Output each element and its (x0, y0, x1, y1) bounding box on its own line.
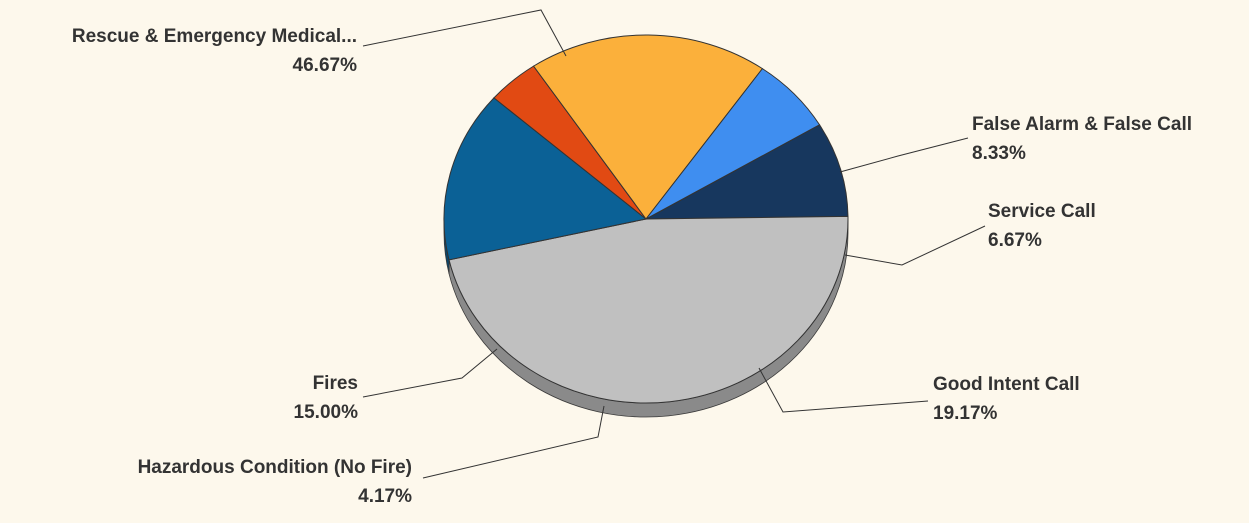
slice-percent-false-alarm-false-call: 8.33% (972, 143, 1026, 164)
slice-percent-rescue-emergency-medical: 46.67% (293, 55, 358, 76)
leader-lines (362, 9, 986, 479)
slice-label-good-intent-call: Good Intent Call (933, 374, 1080, 395)
pie-slice-false-alarm-false-call (645, 124, 849, 220)
leader-line-hazardous-condition-no-fire (422, 405, 605, 479)
leader-line-false-alarm-false-call (839, 137, 969, 173)
slice-label-service-call: Service Call (988, 201, 1096, 222)
slice-label-false-alarm-false-call: False Alarm & False Call (972, 114, 1192, 135)
slice-label-fires: Fires (313, 373, 358, 394)
leader-line-service-call (844, 225, 986, 266)
slice-percent-hazardous-condition-no-fire: 4.17% (358, 486, 412, 507)
slice-label-rescue-emergency-medical: Rescue & Emergency Medical... (72, 26, 357, 47)
pie-slice-good-intent-call (532, 34, 764, 220)
pie-slice-fires (443, 97, 648, 261)
leader-line-rescue-emergency-medical (362, 9, 567, 57)
slice-labels: False Alarm & False Call 8.33% Rescue & Em… (72, 26, 1192, 507)
pie-slice-service-call (645, 67, 821, 220)
slice-percent-fires: 15.00% (294, 402, 359, 423)
pie-slices (443, 34, 849, 404)
pie-slice-rescue-emergency-medical (448, 215, 849, 404)
leader-line-good-intent-call (758, 367, 929, 413)
slice-percent-service-call: 6.67% (988, 230, 1042, 251)
leader-line-fires (362, 348, 498, 398)
slice-percent-good-intent-call: 19.17% (933, 403, 998, 424)
slice-label-hazardous-condition-no-fire: Hazardous Condition (No Fire) (138, 457, 412, 478)
